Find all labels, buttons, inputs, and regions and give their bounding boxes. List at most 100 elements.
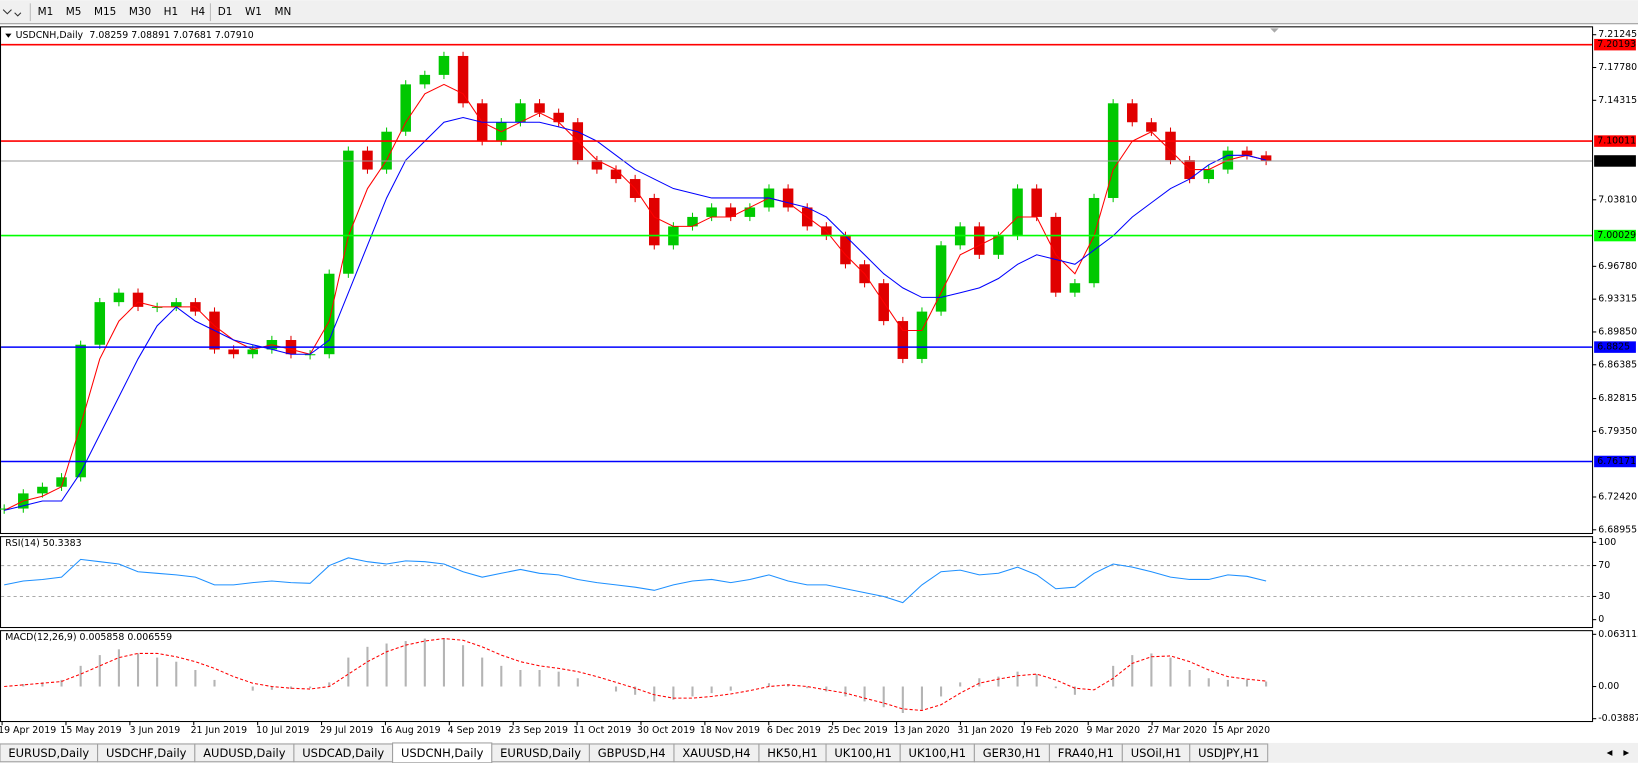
y-tick-label: 7.17780 xyxy=(1598,62,1637,73)
chart-tab[interactable] xyxy=(1189,743,1269,763)
candle-body xyxy=(897,321,909,359)
x-tick-label: 4 Sep 2019 xyxy=(448,725,502,736)
chart-title: USDCNH,Daily xyxy=(16,30,84,41)
candle-body xyxy=(132,292,144,307)
chart-tab-label[interactable]: XAUUSD,H4 xyxy=(682,746,750,760)
x-tick-label: 21 Jun 2019 xyxy=(191,725,248,736)
chart-subtitle: 7.08259 7.08891 7.07681 7.07910 xyxy=(89,30,253,41)
chart-tab-label[interactable]: USDCHF,Daily xyxy=(106,746,187,760)
chart-tab-label[interactable]: USDJPY,H1 xyxy=(1198,746,1259,760)
candle-body xyxy=(993,235,1004,255)
chart-tab-label[interactable]: GBPUSD,H4 xyxy=(598,746,666,760)
timeframe-button[interactable]: M15 xyxy=(94,6,116,18)
candle-body xyxy=(323,273,335,355)
timeframe-button[interactable]: W1 xyxy=(245,6,262,18)
price-label: 6.76171 xyxy=(1597,456,1636,467)
timeframe-button[interactable]: M1 xyxy=(38,6,54,18)
x-tick-label: 15 May 2019 xyxy=(60,725,121,736)
y-tick-label: 6.72420 xyxy=(1598,491,1637,502)
y-tick-label: 0.00 xyxy=(1598,681,1619,692)
candle-body xyxy=(343,150,354,274)
scroll-right[interactable]: ▸ xyxy=(1623,745,1629,759)
x-tick-label: 25 Dec 2019 xyxy=(828,725,888,736)
chart-tab-label[interactable]: UK100,H1 xyxy=(909,746,966,760)
y-tick-label: 0.063113 xyxy=(1598,629,1638,640)
candle-body xyxy=(94,302,106,345)
price-label-box xyxy=(1594,229,1636,242)
chart-tab-label[interactable]: FRA40,H1 xyxy=(1058,746,1114,760)
candle-body xyxy=(974,226,985,255)
y-tick-label: 6.79350 xyxy=(1598,426,1637,437)
candle-body xyxy=(1069,283,1081,293)
candle-body xyxy=(744,207,756,217)
chart-area xyxy=(0,25,1638,722)
candle-body xyxy=(0,508,10,510)
y-tick-label: 6.86385 xyxy=(1598,359,1637,370)
x-tick-label: 29 Jul 2019 xyxy=(320,725,373,736)
indicator-title: RSI(14) 50.3383 xyxy=(5,538,81,549)
y-tick-label: 6.93315 xyxy=(1598,294,1637,305)
main-panel xyxy=(0,26,1594,535)
candle-body xyxy=(400,84,411,132)
candle-body xyxy=(725,207,737,217)
chart-tab-label[interactable]: USDCNH,Daily xyxy=(401,746,484,760)
chart-tab-label[interactable]: USDCAD,Daily xyxy=(302,746,384,760)
x-tick-label: 3 Jun 2019 xyxy=(130,725,181,736)
chart-tab-label[interactable]: EURUSD,Daily xyxy=(500,746,581,760)
y-tick-label: -0.038872 xyxy=(1598,713,1638,724)
timeframe-button[interactable]: M30 xyxy=(129,6,151,18)
y-tick-label: 6.96780 xyxy=(1598,261,1637,272)
candle-body xyxy=(113,292,125,303)
candle-body xyxy=(935,245,947,312)
scroll-left[interactable]: ◂ xyxy=(1607,745,1613,759)
price-label-box xyxy=(1594,38,1636,51)
price-label: 7.20193 xyxy=(1597,39,1636,50)
x-tick-label: 31 Jan 2020 xyxy=(957,725,1013,736)
candle-body xyxy=(171,302,182,307)
chart-tab-label[interactable]: UK100,H1 xyxy=(834,746,891,760)
candle-body xyxy=(916,311,928,359)
candle-body xyxy=(1031,188,1042,217)
y-tick-label: 7.14315 xyxy=(1598,95,1637,106)
candle-body xyxy=(381,131,392,170)
candle-body xyxy=(1127,103,1138,123)
candle-body xyxy=(515,103,526,123)
price-label-box xyxy=(1594,455,1636,468)
toolbar-icon[interactable] xyxy=(2,9,22,17)
candle-body xyxy=(1203,169,1215,180)
timeframe-button[interactable]: H4 xyxy=(191,6,206,18)
timeframe-button[interactable]: H1 xyxy=(164,6,179,18)
chart-tab-label[interactable]: USOil,H1 xyxy=(1131,746,1182,760)
candle-body xyxy=(591,160,603,170)
price-label-box xyxy=(1594,135,1636,147)
x-tick-label: 11 Oct 2019 xyxy=(573,725,631,736)
y-tick-label: 7.03810 xyxy=(1598,194,1637,205)
candle-body xyxy=(1260,155,1272,161)
chart-tab-label[interactable]: EURUSD,Daily xyxy=(8,746,89,760)
price-label: 7.00029 xyxy=(1597,230,1636,241)
candle-body xyxy=(362,150,373,170)
chart-tab-label[interactable]: GER30,H1 xyxy=(983,746,1041,760)
price-label-box xyxy=(1594,341,1636,353)
rsi-line xyxy=(4,557,1267,604)
y-tick-label: 30 xyxy=(1598,591,1610,602)
menu-triangle[interactable] xyxy=(5,33,12,38)
price-label: 7.10011 xyxy=(1597,136,1636,147)
candle-body xyxy=(1241,150,1253,156)
x-tick-label: 15 Apr 2020 xyxy=(1212,725,1270,736)
candle-body xyxy=(419,74,431,85)
timeframe-button[interactable]: M5 xyxy=(66,6,82,18)
chart-tab-label[interactable]: AUDUSD,Daily xyxy=(203,746,286,760)
chart-tab-label[interactable]: HK50,H1 xyxy=(767,746,817,760)
moving-average xyxy=(4,116,1267,511)
y-tick-label: 100 xyxy=(1598,537,1616,548)
candle-body xyxy=(1165,131,1176,161)
x-tick-label: 10 Jul 2019 xyxy=(256,725,309,736)
price-label-box xyxy=(1594,155,1636,167)
timeframe-button[interactable]: MN xyxy=(274,6,291,18)
candle-body xyxy=(782,188,794,208)
candle-body xyxy=(1012,188,1023,236)
candle-body xyxy=(649,197,660,246)
timeframe-button[interactable]: D1 xyxy=(218,6,233,18)
